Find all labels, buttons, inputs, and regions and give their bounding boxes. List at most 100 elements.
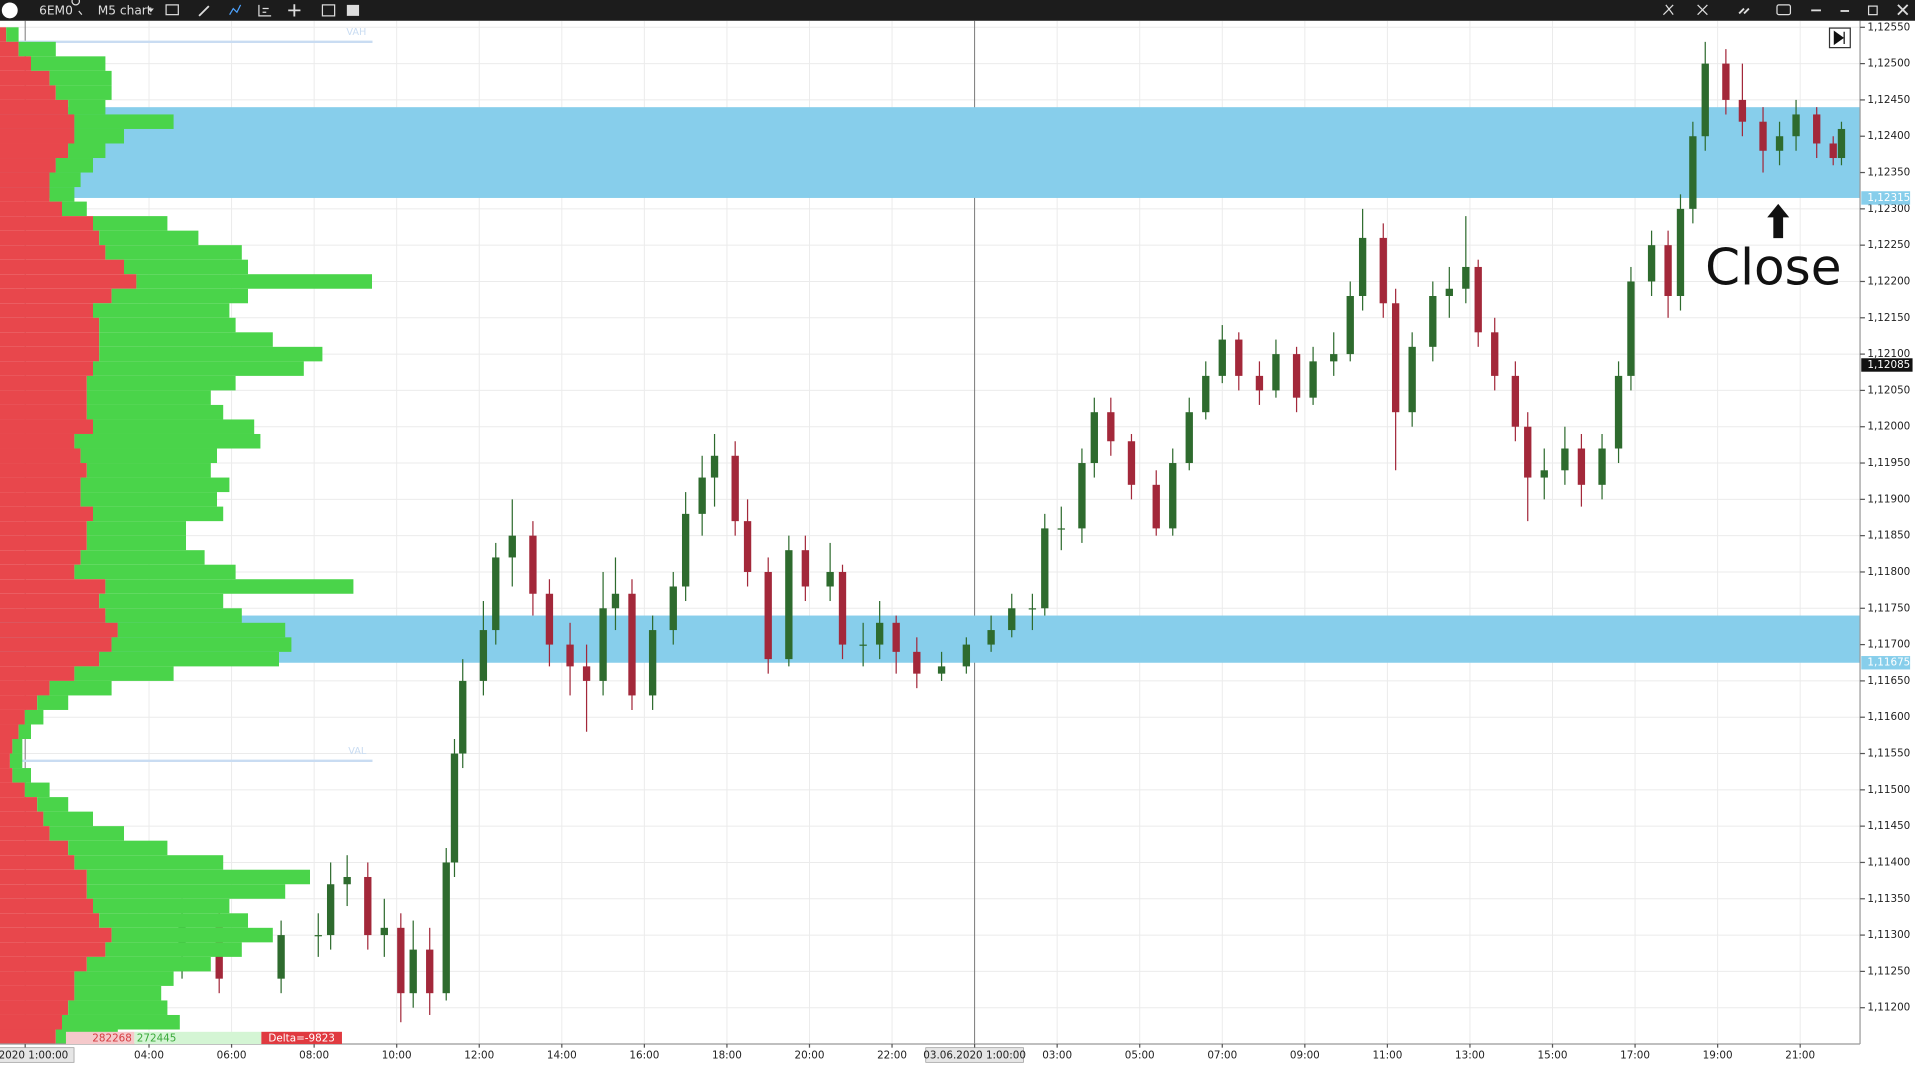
candle-body	[987, 630, 995, 645]
profile-sell-bar	[0, 971, 75, 986]
profile-buy-bar	[74, 971, 174, 986]
profile-buy-bar	[99, 651, 280, 667]
add-icon[interactable]	[288, 4, 301, 17]
x-tick-label: 06:00	[217, 1050, 247, 1062]
profile-buy-bar	[93, 419, 255, 434]
profile-buy-bar	[74, 985, 162, 1001]
y-tick-label: 1,11950	[1867, 457, 1910, 469]
screenshot-icon[interactable]	[1776, 4, 1792, 16]
candle-body	[459, 680, 467, 754]
candle-body	[875, 622, 884, 645]
candle-body	[380, 927, 388, 936]
candle-body	[764, 571, 772, 660]
candle-body	[1152, 484, 1160, 529]
profile-buy-bar	[86, 884, 286, 899]
price-marker-box	[1861, 358, 1913, 372]
profile-sell-bar	[0, 680, 50, 696]
link-icon[interactable]	[1738, 7, 1750, 15]
candle-body	[1524, 426, 1532, 478]
candle-body	[1614, 375, 1623, 449]
profile-sell-bar	[0, 942, 106, 957]
dropdown-icon[interactable]	[147, 8, 154, 13]
y-tick-label: 1,12300	[1867, 203, 1910, 215]
profile-sell-bar	[0, 709, 25, 725]
zone-price-label: 1,11675	[1867, 657, 1910, 669]
y-tick-label: 1,11550	[1867, 748, 1910, 760]
tool-icon[interactable]	[1662, 4, 1674, 16]
candle-body	[628, 593, 636, 696]
layout-icon[interactable]	[165, 4, 179, 16]
indicator-icon[interactable]	[229, 4, 242, 15]
draw-icon[interactable]	[198, 5, 210, 17]
x-tick-label: 16:00	[629, 1050, 659, 1062]
search-icon[interactable]	[71, 0, 83, 16]
profile-buy-bar	[31, 56, 106, 71]
profile-sell-bar	[0, 913, 100, 928]
y-tick-label: 1,11600	[1867, 711, 1910, 723]
candle-body	[1008, 608, 1016, 631]
candle-body	[1676, 208, 1685, 297]
profile-buy-bar	[24, 709, 44, 725]
profile-buy-bar	[49, 70, 112, 86]
profile-sell-bar	[0, 811, 44, 827]
y-tick-label: 1,11400	[1867, 856, 1910, 868]
candle-body	[566, 644, 574, 667]
candle-body	[648, 630, 657, 696]
profile-sell-bar	[0, 898, 94, 914]
zone-price-label: 1,12315	[1867, 192, 1910, 204]
y-tick-label: 1,11850	[1867, 530, 1910, 542]
profile-buy-bar	[74, 433, 261, 449]
candle-body	[545, 593, 554, 645]
scroll-to-end-button[interactable]	[1828, 27, 1851, 49]
profile-buy-bar	[99, 332, 273, 347]
y-tick-label: 1,12500	[1867, 58, 1910, 70]
candle-body	[1078, 463, 1086, 529]
candle-body	[859, 644, 867, 646]
profile-sell-bar	[0, 85, 56, 100]
profile-sell-bar	[0, 753, 10, 769]
close-button[interactable]	[1897, 4, 1909, 16]
x-tick-label: 20:00	[795, 1050, 825, 1062]
template-icon[interactable]	[346, 4, 360, 16]
symbol[interactable]: 6EM0	[39, 3, 73, 17]
y-tick-label: 1,11900	[1867, 493, 1910, 505]
profile-sell-bar	[0, 433, 75, 449]
candle-body	[1462, 266, 1470, 289]
candle-body	[681, 513, 690, 587]
profile-sell-bar	[0, 622, 118, 638]
candle-body	[1090, 412, 1098, 464]
profile-buy-bar	[93, 216, 168, 231]
profile-buy-bar	[105, 608, 242, 623]
candle-body	[838, 571, 847, 645]
candle-body	[364, 876, 372, 936]
candle-body	[1829, 143, 1837, 159]
profile-sell-bar	[0, 448, 81, 464]
cross-icon[interactable]	[1697, 4, 1708, 16]
app-logo[interactable]	[1, 2, 18, 19]
profile-sell-bar	[0, 99, 69, 115]
candle-body	[426, 949, 434, 994]
buy-total: 272445	[137, 1033, 177, 1045]
window-icon[interactable]	[321, 4, 336, 17]
candle-body	[277, 935, 285, 979]
profile-sell-bar	[0, 724, 19, 740]
x-tick-label: 13:00	[1455, 1050, 1485, 1062]
profile-sell-bar	[0, 521, 87, 536]
profile-sell-bar	[0, 869, 87, 885]
studies-icon[interactable]	[258, 4, 272, 17]
maximize-button[interactable]	[1867, 5, 1878, 16]
candle-body	[1647, 245, 1656, 282]
button-icon[interactable]	[1833, 30, 1845, 46]
candle-body	[1722, 63, 1730, 100]
candle-body	[1309, 361, 1317, 398]
profile-sell-bar	[0, 535, 87, 551]
profile-buy-bar	[6, 27, 19, 42]
chart-type[interactable]: M5 chart	[98, 3, 152, 17]
profile-buy-bar	[124, 259, 249, 275]
profile-buy-bar	[86, 521, 187, 536]
profile-buy-bar	[37, 695, 69, 710]
y-tick-label: 1,11700	[1867, 639, 1910, 651]
sell-total: 282268	[92, 1033, 132, 1045]
profile-sell-bar	[0, 477, 81, 493]
